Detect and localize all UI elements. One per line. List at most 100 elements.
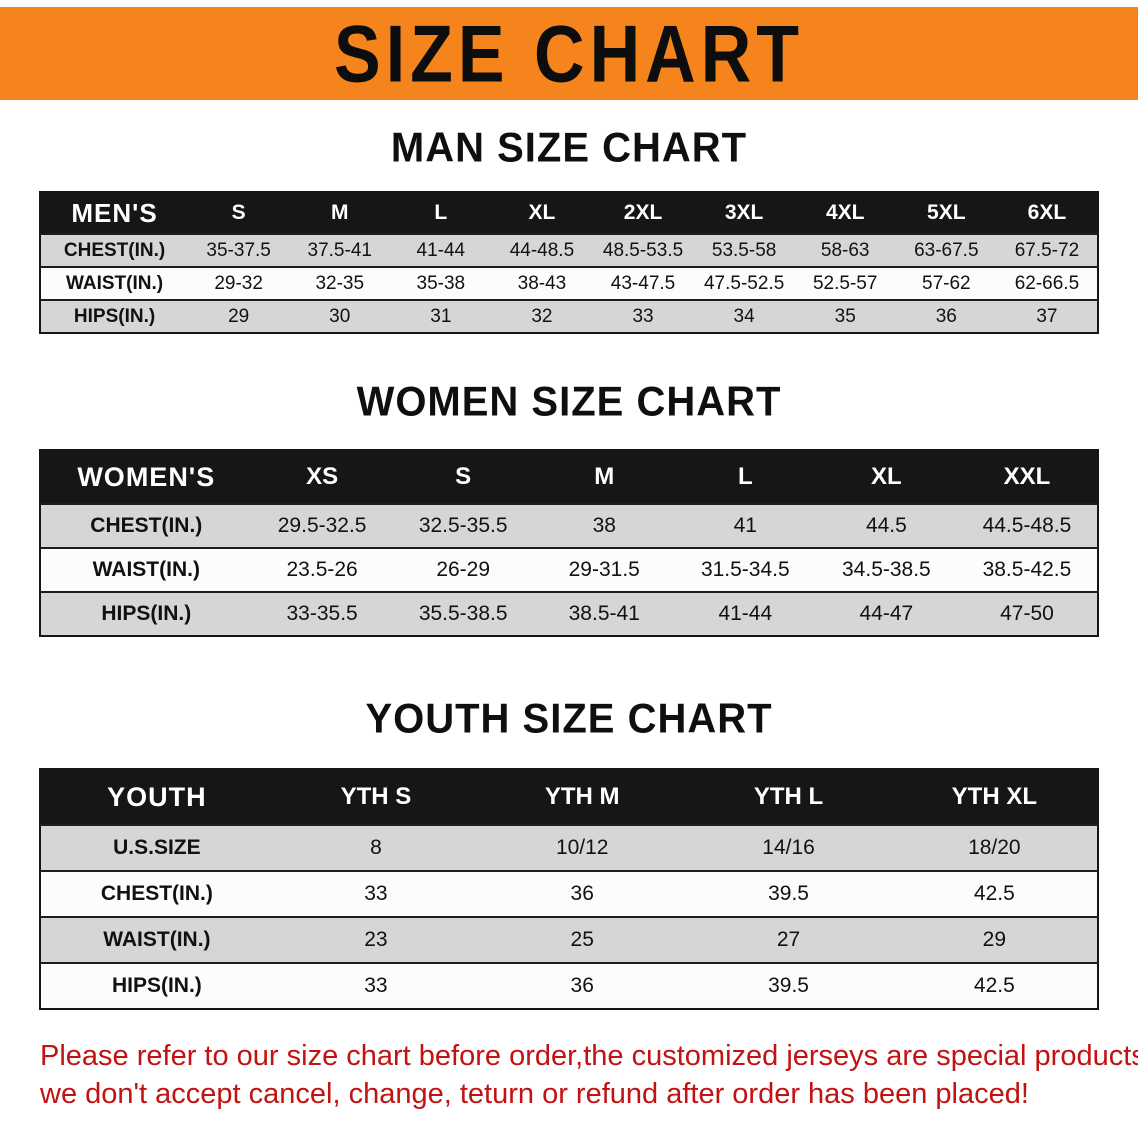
measurement-value: 44-47 [815,591,957,636]
measurement-row: HIPS(IN.) 33 36 39.5 42.5 [40,962,1098,1009]
measurement-label: HIPS(IN.) [40,299,189,333]
table-header-label: MEN'S [40,192,189,234]
measurement-value: 58-63 [794,233,896,267]
measurement-value: 37.5-41 [289,233,391,267]
measurement-row: WAIST(IN.) 23.5-26 26-29 29-31.5 31.5-34.5 34… [40,547,1098,592]
measurement-value: 23 [272,916,480,963]
size-column-header: XL [491,192,593,234]
measurement-row: WAIST(IN.) 29-32 32-35 35-38 38-43 43-47.5 47.… [40,266,1098,300]
youth-section-heading: YOUTH SIZE CHART [365,695,773,743]
measurement-value: 42.5 [891,870,1098,917]
measurement-value: 36 [895,299,997,333]
measurement-value: 53.5-58 [693,233,795,267]
measurement-value: 62-66.5 [996,266,1098,300]
disclaimer-line-2: we don't accept cancel, change, teturn o… [40,1077,1029,1110]
measurement-value: 29-32 [188,266,290,300]
measurement-value: 34.5-38.5 [815,547,957,592]
measurement-value: 35 [794,299,896,333]
measurement-label: WAIST(IN.) [40,547,252,592]
measurement-row: HIPS(IN.) 29 30 31 32 33 34 35 36 37 [40,299,1098,333]
women-section-heading: WOMEN SIZE CHART [356,378,782,426]
size-column-header: 5XL [895,192,997,234]
measurement-value: 38 [533,503,675,548]
size-column-header: L [390,192,492,234]
measurement-row: CHEST(IN.) 35-37.5 37.5-41 41-44 44-48.5 48.5… [40,233,1098,267]
measurement-value: 47.5-52.5 [693,266,795,300]
measurement-value: 39.5 [685,962,892,1009]
table-header-label: YOUTH [40,769,273,825]
measurement-row: CHEST(IN.) 33 36 39.5 42.5 [40,870,1098,917]
measurement-value: 33 [272,870,480,917]
measurement-value: 36 [479,870,686,917]
women-size-chart-section: WOMEN SIZE CHART WOMEN'S XS S M L XL XXL CHEST(… [0,378,1138,637]
youth-size-chart-section: YOUTH SIZE CHART YOUTH YTH S YTH M YTH L YTH… [0,695,1138,1010]
measurement-value: 31 [390,299,492,333]
measurement-value: 32 [491,299,593,333]
measurement-label: WAIST(IN.) [40,266,189,300]
measurement-value: 52.5-57 [794,266,896,300]
youth-size-table: YOUTH YTH S YTH M YTH L YTH XL U.S.SIZE 8 10/12… [39,768,1099,1010]
measurement-value: 33 [272,962,480,1009]
measurement-row: U.S.SIZE 8 10/12 14/16 18/20 [40,824,1098,871]
measurement-value: 29 [891,916,1098,963]
banner: SIZE CHART [0,7,1138,100]
measurement-value: 29 [188,299,290,333]
men-size-table: MEN'S S M L XL 2XL 3XL 4XL 5XL 6XL CHEST(IN.) 35-37… [39,191,1099,334]
measurement-value: 29-31.5 [533,547,675,592]
table-header-label: WOMEN'S [40,450,252,504]
measurement-label: U.S.SIZE [40,824,273,871]
measurement-label: WAIST(IN.) [40,916,273,963]
measurement-value: 30 [289,299,391,333]
table-header-row: MEN'S S M L XL 2XL 3XL 4XL 5XL 6XL [40,192,1098,234]
measurement-value: 38.5-42.5 [956,547,1098,592]
measurement-value: 41-44 [674,591,816,636]
table-header-row: YOUTH YTH S YTH M YTH L YTH XL [40,769,1098,825]
measurement-value: 18/20 [891,824,1098,871]
measurement-value: 41 [674,503,816,548]
size-column-header: XXL [956,450,1098,504]
size-column-header: 6XL [996,192,1098,234]
measurement-value: 35-37.5 [188,233,290,267]
size-column-header: 3XL [693,192,795,234]
measurement-value: 39.5 [685,870,892,917]
size-column-header: XS [251,450,393,504]
size-column-header: YTH XL [891,769,1098,825]
measurement-row: CHEST(IN.) 29.5-32.5 32.5-35.5 38 41 44.5 44.5… [40,503,1098,548]
measurement-value: 67.5-72 [996,233,1098,267]
measurement-value: 26-29 [392,547,534,592]
measurement-value: 44.5 [815,503,957,548]
size-column-header: M [533,450,675,504]
measurement-value: 8 [272,824,480,871]
size-column-header: YTH S [272,769,480,825]
measurement-value: 34 [693,299,795,333]
measurement-value: 42.5 [891,962,1098,1009]
measurement-value: 37 [996,299,1098,333]
measurement-value: 63-67.5 [895,233,997,267]
measurement-value: 10/12 [479,824,686,871]
measurement-value: 38.5-41 [533,591,675,636]
size-column-header: 2XL [592,192,694,234]
measurement-label: CHEST(IN.) [40,233,189,267]
measurement-value: 44.5-48.5 [956,503,1098,548]
measurement-label: CHEST(IN.) [40,503,252,548]
size-column-header: 4XL [794,192,896,234]
men-section-heading: MAN SIZE CHART [390,124,748,172]
disclaimer-line-1: Please refer to our size chart before or… [40,1040,1138,1072]
men-size-chart-section: MAN SIZE CHART MEN'S S M L XL 2XL 3XL 4XL 5XL 6XL… [0,124,1138,334]
size-column-header: L [674,450,816,504]
measurement-value: 41-44 [390,233,492,267]
measurement-value: 33 [592,299,694,333]
disclaimer-note: Please refer to our size chart before or… [40,1038,1138,1113]
measurement-label: HIPS(IN.) [40,962,273,1009]
measurement-value: 25 [479,916,686,963]
size-column-header: S [392,450,534,504]
measurement-row: HIPS(IN.) 33-35.5 35.5-38.5 38.5-41 41-44 44-… [40,591,1098,636]
size-column-header: YTH M [479,769,686,825]
measurement-value: 35-38 [390,266,492,300]
measurement-value: 29.5-32.5 [251,503,393,548]
women-size-table: WOMEN'S XS S M L XL XXL CHEST(IN.) 29.5-32.5 32.5… [39,449,1099,637]
measurement-value: 32-35 [289,266,391,300]
measurement-value: 33-35.5 [251,591,393,636]
measurement-value: 38-43 [491,266,593,300]
measurement-value: 31.5-34.5 [674,547,816,592]
